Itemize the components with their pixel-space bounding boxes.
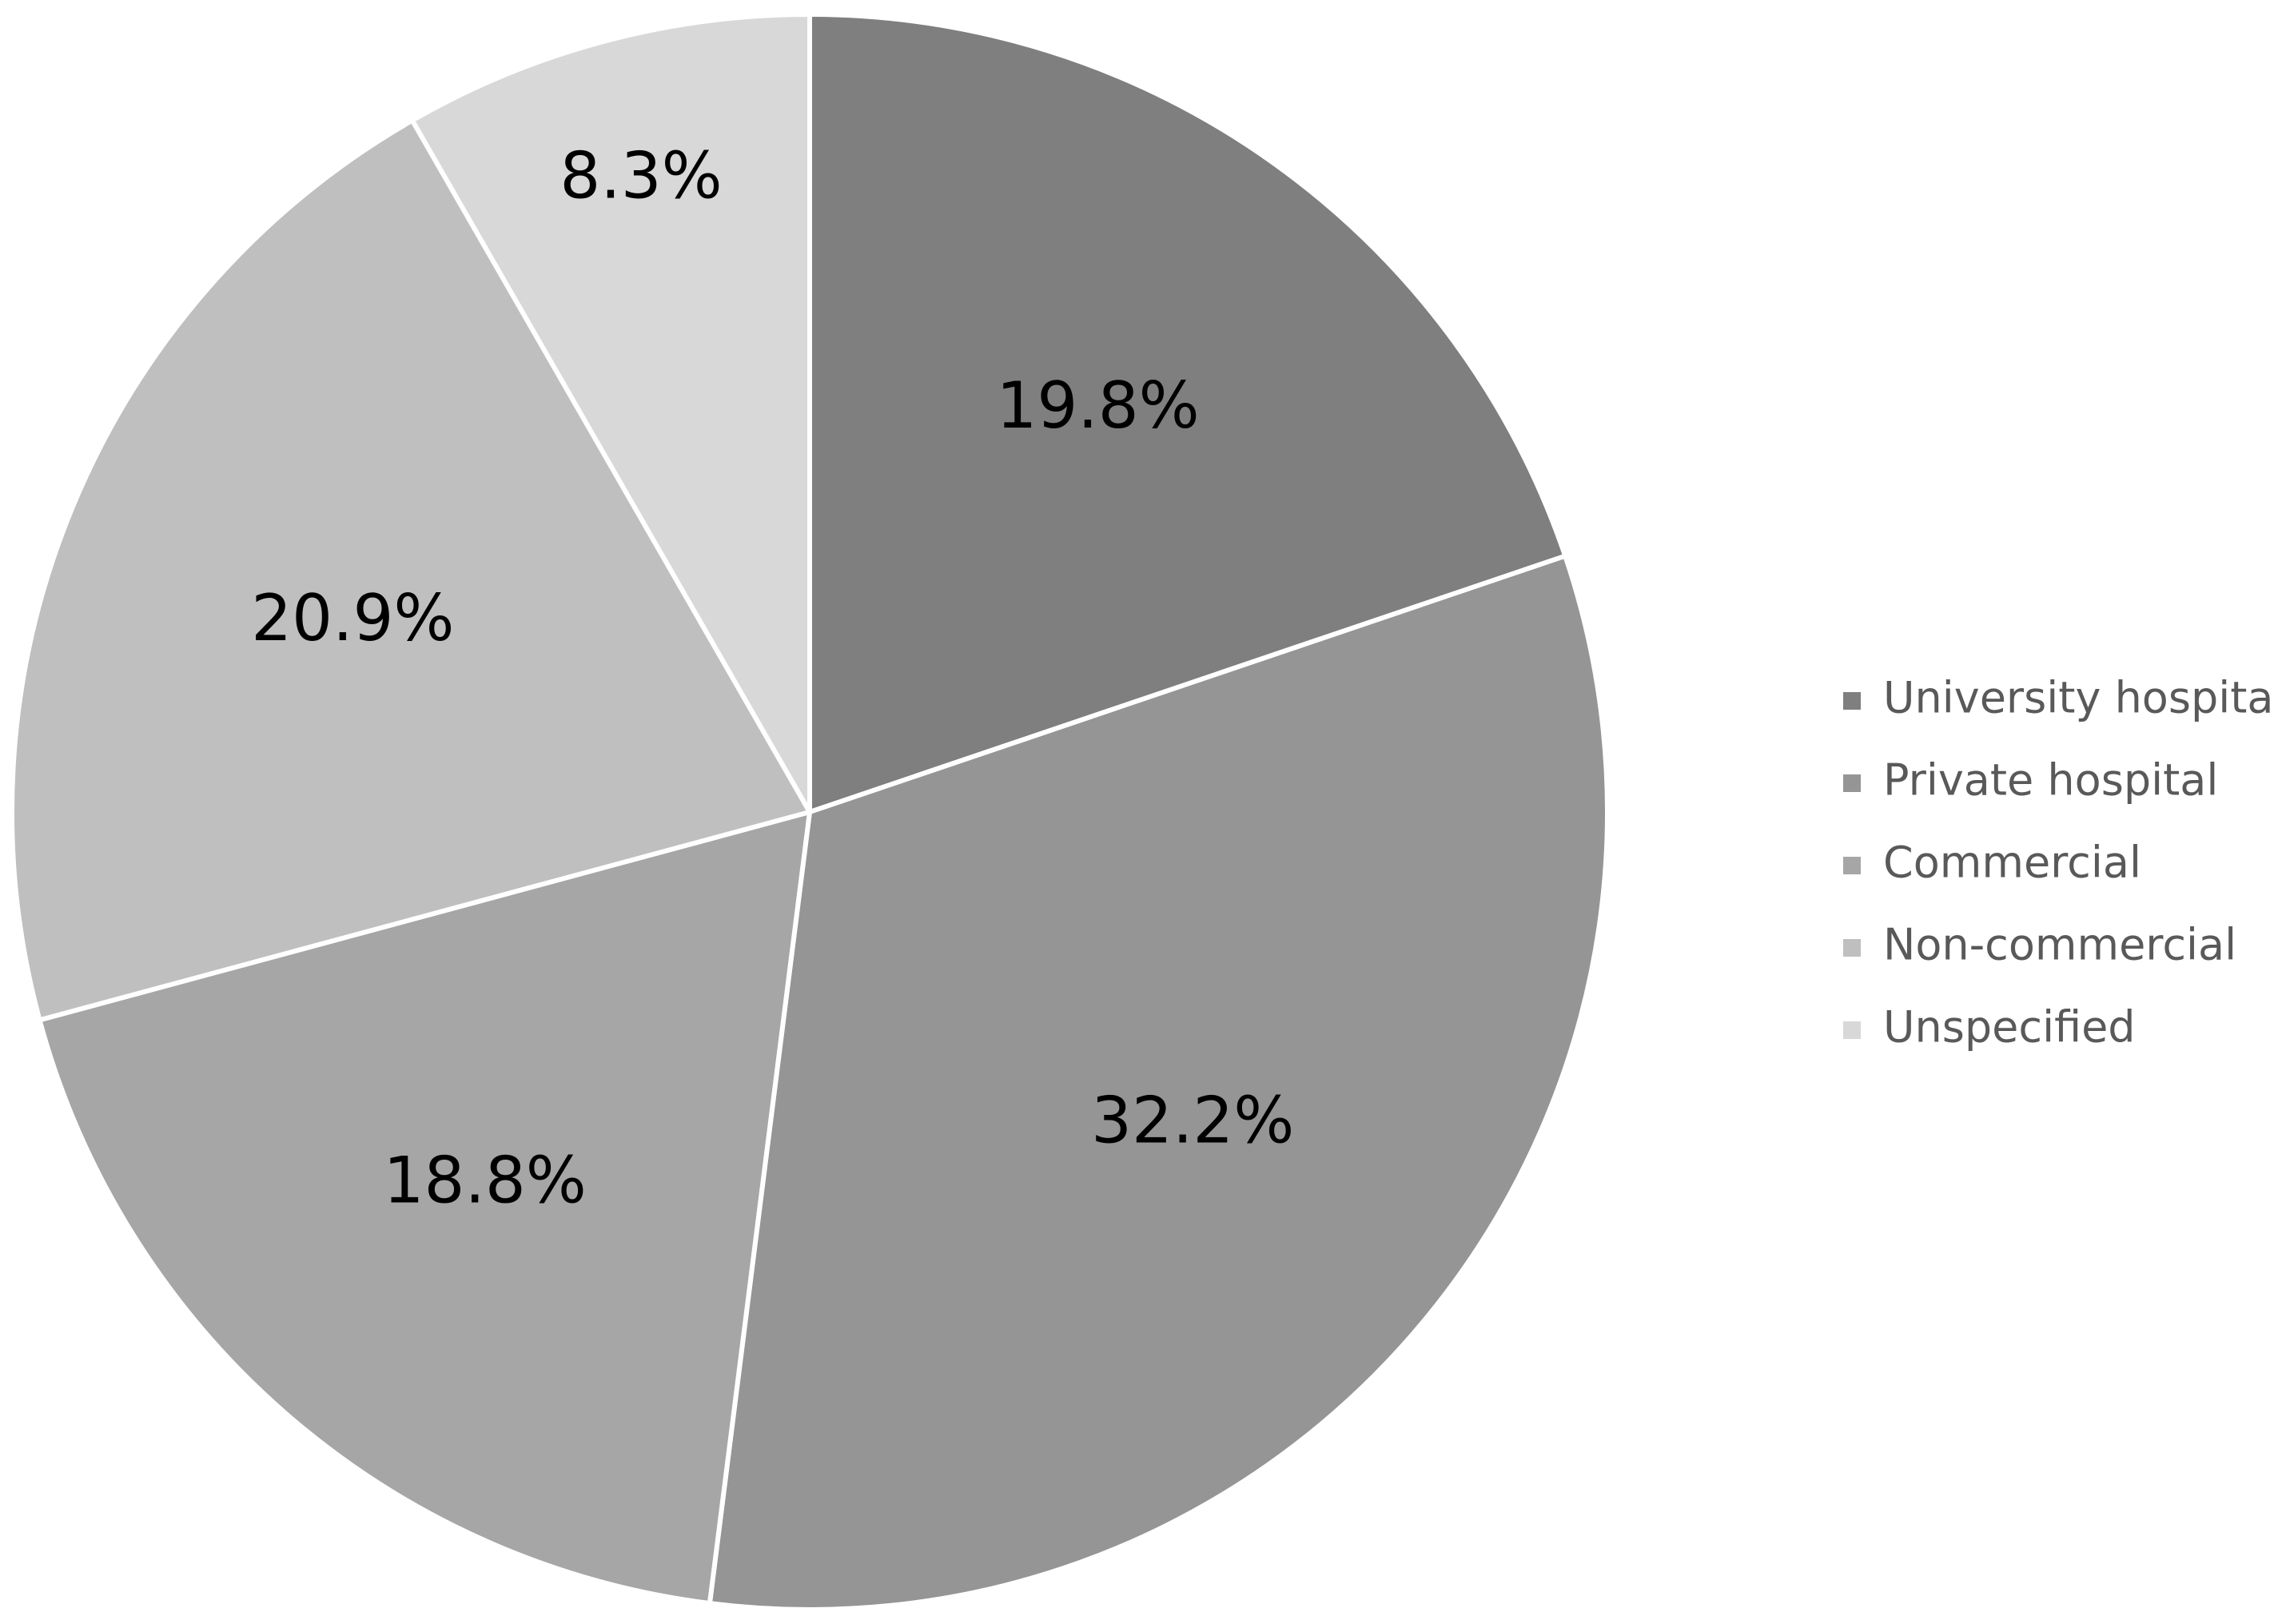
legend-swatch-non-commercial	[1843, 939, 1861, 957]
legend-label-university-hospital: University hospital	[1883, 673, 2270, 723]
legend-item-commercial: Commercial	[1843, 838, 2141, 888]
legend-swatch-commercial	[1843, 857, 1861, 874]
slice-value-label-commercial: 18.8%	[384, 1144, 587, 1218]
slice-value-label-university-hospital: 19.8%	[996, 368, 1199, 443]
pie-slice-labels: 19.8% 32.2% 18.8% 20.9% 8.3%	[251, 138, 1294, 1217]
pie-slice-private-hospital	[707, 553, 1610, 1612]
slice-value-label-unspecified: 8.3%	[560, 138, 722, 213]
legend-item-private-hospital: Private hospital	[1843, 755, 2218, 806]
legend-label-non-commercial: Non-commercial	[1883, 920, 2236, 970]
legend-swatch-private-hospital	[1843, 774, 1861, 792]
pie-slice-unspecified	[409, 12, 812, 814]
legend-item-unspecified: Unspecified	[1843, 1002, 2136, 1053]
slice-value-label-non-commercial: 20.9%	[251, 581, 454, 655]
pie-slice-university-hospital	[807, 12, 1568, 814]
legend-item-university-hospital: University hospital	[1843, 673, 2270, 723]
pie-slice-commercial	[37, 810, 812, 1606]
legend: University hospital Private hospital Comme…	[1843, 673, 2270, 1053]
legend-swatch-university-hospital	[1843, 692, 1861, 710]
legend-label-private-hospital: Private hospital	[1883, 755, 2218, 806]
pie-slice-non-commercial	[10, 117, 812, 1023]
pie-slices	[10, 12, 1610, 1612]
legend-label-unspecified: Unspecified	[1883, 1002, 2136, 1053]
slice-value-label-private-hospital: 32.2%	[1091, 1083, 1294, 1157]
legend-item-non-commercial: Non-commercial	[1843, 920, 2236, 970]
legend-swatch-unspecified	[1843, 1021, 1861, 1039]
legend-label-commercial: Commercial	[1883, 838, 2141, 888]
